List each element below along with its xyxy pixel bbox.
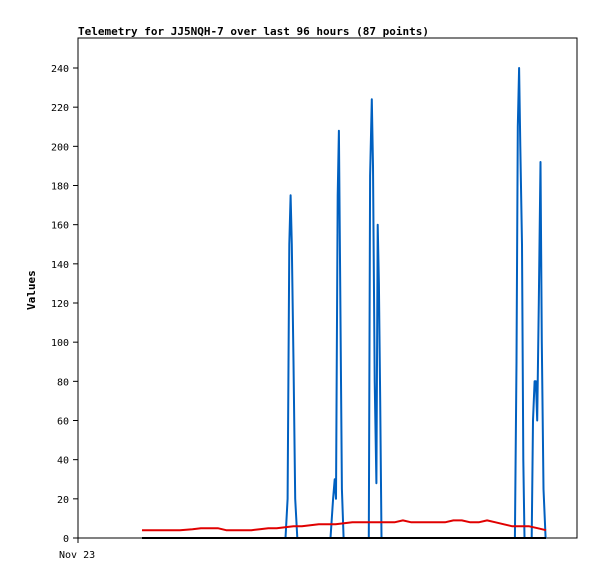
x-tick-label: Nov 23 <box>59 550 95 561</box>
y-tick-label: 60 <box>57 417 69 428</box>
y-axis: 0 20 40 60 80 100 120 140 160 180 200 220 240 <box>51 64 78 545</box>
y-tick-label: 180 <box>51 182 69 193</box>
y-tick-label: 100 <box>51 338 69 349</box>
y-tick-label: 160 <box>51 221 69 232</box>
x-axis: Nov 23 <box>59 538 95 561</box>
y-tick-label: 40 <box>57 456 69 467</box>
y-tick-label: 120 <box>51 299 69 310</box>
series-line-2 <box>142 519 547 532</box>
y-tick-label: 240 <box>51 64 69 75</box>
y-tick-label: 80 <box>57 377 69 388</box>
chart-title: Telemetry for JJ5NQH-7 over last 96 hour… <box>78 25 429 38</box>
y-tick-label: 200 <box>51 142 69 153</box>
y-tick-label: 0 <box>63 534 69 545</box>
y-tick-label: 220 <box>51 103 69 114</box>
y-axis-label: Values <box>25 270 38 310</box>
plot-frame <box>77 37 578 539</box>
y-tick-label: 20 <box>57 495 69 506</box>
y-tick-label: 140 <box>51 260 69 271</box>
series-layer <box>142 67 547 539</box>
